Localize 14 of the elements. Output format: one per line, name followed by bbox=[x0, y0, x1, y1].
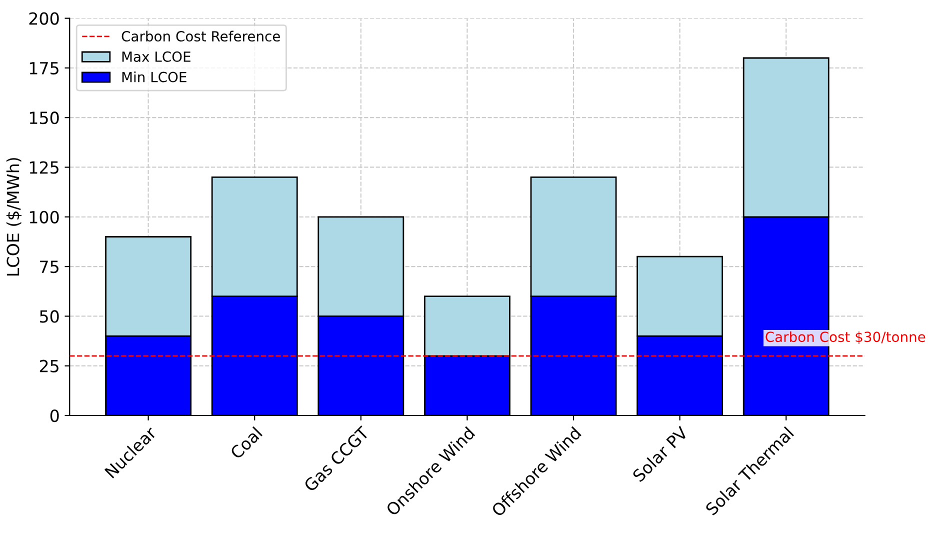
y-tick-label: 150 bbox=[30, 112, 59, 124]
y-axis-title: LCOE ($/MWh) bbox=[6, 158, 22, 276]
y-tick-label: 200 bbox=[29, 12, 59, 25]
y-tick-label: 75 bbox=[40, 260, 58, 274]
y-tick-label: 25 bbox=[40, 360, 58, 372]
y-tick-label: 0 bbox=[50, 409, 59, 422]
y-tick-label: 100 bbox=[30, 210, 59, 224]
legend-label: Min LCOE bbox=[122, 72, 186, 82]
legend-label: Max LCOE bbox=[122, 51, 190, 62]
annotation: Carbon Cost $30/tonne bbox=[766, 331, 926, 344]
y-tick-label: 50 bbox=[40, 310, 59, 323]
y-tick-label: 175 bbox=[30, 62, 58, 75]
y-tick-label: 125 bbox=[30, 161, 58, 174]
legend-label: Carbon Cost Reference bbox=[122, 30, 280, 42]
